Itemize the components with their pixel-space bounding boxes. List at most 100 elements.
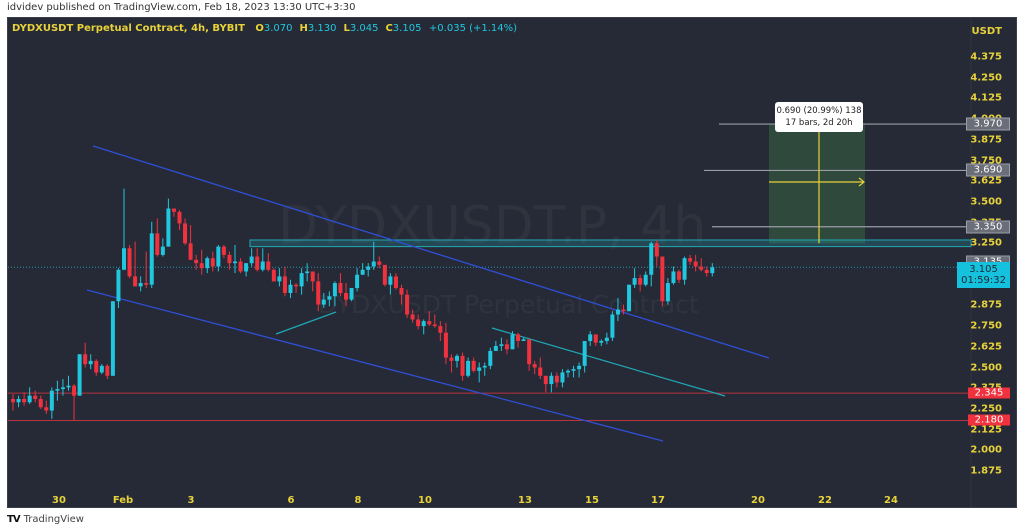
candle-body (649, 243, 654, 275)
chart-pane[interactable]: DYDXUSDT.P, 4h DYDXUSDT Perpetual Contra… (7, 17, 1017, 508)
price-tick: 4.375 (970, 51, 1002, 63)
candle-body (493, 345, 498, 351)
candle-body (183, 223, 188, 244)
candle-body (693, 261, 698, 267)
resistance-zone (249, 239, 972, 248)
open-value: 3.070 (263, 23, 293, 34)
candle-body (33, 395, 38, 399)
candle-body (177, 211, 182, 224)
trend-line (275, 311, 337, 335)
candle-body (504, 344, 509, 350)
candle-body (83, 354, 88, 365)
candle-body (388, 276, 393, 285)
candle-body (521, 339, 526, 342)
candle-body (305, 271, 310, 274)
candle-body (377, 261, 382, 265)
candle-body (482, 365, 487, 368)
time-tick: 22 (818, 495, 832, 506)
candle-body (438, 326, 443, 333)
measure-bars: 17 bars, 2d 20h (785, 118, 853, 128)
candle-body (371, 261, 376, 267)
candle-body (471, 360, 476, 371)
candle-body (282, 276, 287, 293)
symbol-legend: DYDXUSDT Perpetual Contract, 4h, BYBIT O… (12, 23, 518, 34)
tradingview-logo-icon: TV (7, 514, 21, 525)
candle-body (499, 344, 504, 346)
candle-body (443, 332, 448, 358)
candle-body (49, 390, 54, 411)
candle-body (421, 321, 426, 327)
candle-body (549, 375, 554, 385)
candle-body (488, 350, 493, 366)
candle-body (699, 266, 704, 270)
candle-body (260, 261, 265, 270)
candle-body (427, 321, 432, 325)
candle-body (382, 264, 387, 285)
candle-body (194, 259, 199, 264)
candle-body (554, 375, 559, 383)
candle-body (349, 288, 354, 300)
price-tick: 2.250 (970, 403, 1002, 415)
candle-body (244, 263, 249, 272)
price-level-label: 3.350 (966, 220, 1010, 234)
candle-body (205, 258, 210, 269)
current-price: 3.105 (969, 264, 998, 276)
candle-body (416, 319, 421, 327)
candle-body (44, 407, 49, 411)
price-level-label: 3.970 (966, 117, 1010, 131)
time-tick: Feb (112, 495, 134, 506)
arrow-right-icon (858, 177, 865, 187)
candle-body (94, 360, 99, 373)
candle-body (344, 292, 348, 300)
price-tick: 2.500 (970, 362, 1002, 373)
candle-body (527, 339, 532, 365)
candle-body (55, 389, 60, 391)
candle-body (571, 369, 576, 371)
candle-body (149, 233, 154, 285)
time-tick: 17 (651, 495, 665, 506)
candlestick-chart[interactable] (8, 18, 1017, 508)
candle-body (538, 367, 543, 376)
candle-body (665, 283, 670, 302)
candle-body (405, 294, 410, 315)
candle-body (688, 258, 693, 262)
price-tick: 2.125 (970, 424, 1002, 436)
price-tick: 2.625 (970, 341, 1002, 353)
time-tick: 6 (287, 495, 295, 506)
candle-body (643, 274, 648, 285)
time-tick: 13 (518, 495, 532, 506)
candle-body (271, 269, 276, 282)
price-tick: 4.250 (970, 72, 1002, 84)
time-tick: 30 (52, 495, 66, 506)
footer-brand[interactable]: TradingView (23, 514, 84, 525)
candle-body (599, 341, 604, 343)
published-header: idvidev published on TradingView.com, Fe… (7, 2, 356, 13)
candle-body (582, 341, 587, 366)
candle-body (682, 258, 687, 280)
time-tick: 3 (187, 495, 195, 506)
candle-body (543, 375, 548, 385)
candle-body (127, 248, 132, 277)
candle-body (288, 284, 293, 293)
price-level-label: 2.180 (968, 414, 1010, 426)
candle-body (638, 278, 643, 285)
candle-body (355, 274, 360, 289)
time-tick: 20 (751, 495, 765, 506)
price-tick: 3.875 (970, 134, 1002, 146)
candle-body (199, 263, 204, 269)
candle-body (366, 266, 371, 270)
candle-body (316, 281, 321, 305)
candle-body (155, 233, 160, 255)
candle-body (410, 314, 415, 320)
candle-body (455, 355, 459, 361)
candle-body (677, 271, 681, 280)
candle-body (660, 256, 665, 302)
symbol-title: DYDXUSDT Perpetual Contract, 4h, BYBIT (12, 23, 245, 34)
candle-body (610, 314, 615, 338)
currency-label[interactable]: USDT (971, 26, 1002, 37)
candle-body (321, 299, 326, 305)
footer: TV TradingView (7, 514, 84, 525)
time-tick: 15 (585, 495, 599, 506)
candle-body (560, 372, 565, 383)
candle-body (255, 256, 260, 270)
